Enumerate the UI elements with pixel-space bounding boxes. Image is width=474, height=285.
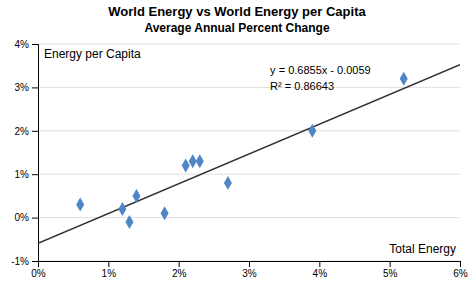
tick-label: 4% (313, 268, 328, 279)
tick-label: 5% (383, 268, 398, 279)
annotation: y = 0.6855x - 0.0059 (270, 64, 371, 76)
point (182, 159, 190, 173)
grid-line (38, 130, 460, 131)
trend-line (38, 65, 460, 244)
x-axis: 0% 1% 2% 3% 4% 5% 6% (31, 261, 468, 279)
tick-label: 0% (15, 212, 30, 223)
point (125, 215, 133, 229)
point (161, 206, 169, 220)
point (224, 176, 232, 190)
point (132, 189, 140, 203)
point (189, 154, 197, 168)
grid (38, 44, 460, 261)
point (76, 198, 84, 212)
grid-line (38, 44, 460, 45)
tick: 5% (383, 261, 398, 279)
y-axis: -1% 0% 1% 2% 3% 4% (11, 39, 38, 267)
tick-mark (179, 261, 180, 267)
tick: 3% (15, 82, 38, 93)
tick-label: 1% (15, 169, 30, 180)
tick-label: 2% (172, 268, 187, 279)
chart: World Energy vs World Energy per Capita A… (0, 0, 474, 285)
y-label: Energy per Capita (44, 47, 141, 61)
point (196, 154, 204, 168)
tick: 2% (172, 261, 187, 279)
grid-line (38, 217, 460, 218)
tick-mark (32, 87, 38, 88)
plot: 0%1%2%3%4%5%6%-1%0%1%2%3%4%Energy per Ca… (11, 39, 468, 279)
tick: 3% (242, 261, 257, 279)
tick: 4% (313, 261, 328, 279)
grid-line (38, 87, 460, 88)
tick: 6% (453, 261, 468, 279)
tick-mark (32, 261, 38, 262)
tick-label: 2% (15, 126, 30, 137)
x-label: Total Energy (389, 242, 456, 256)
tick-label: 4% (15, 39, 30, 50)
grid-line (38, 174, 460, 175)
annotation: R² = 0.86643 (270, 80, 334, 92)
tick-label: 3% (242, 268, 257, 279)
marks (38, 65, 460, 244)
tick-mark (249, 261, 250, 267)
tick-label: 6% (453, 268, 468, 279)
scatter-series (76, 72, 408, 229)
subtitle: Average Annual Percent Change (144, 21, 329, 35)
tick-label: 1% (102, 268, 117, 279)
point (400, 72, 408, 86)
axis-line (32, 45, 39, 262)
tick: 1% (102, 261, 117, 279)
tick-label: -1% (11, 256, 29, 267)
axis-line (39, 262, 461, 268)
tick: 2% (15, 126, 38, 137)
tick-mark (108, 261, 109, 267)
tick-mark (32, 218, 38, 219)
tick: -1% (11, 256, 38, 267)
tick-mark (319, 261, 320, 267)
tick: 0% (15, 212, 38, 223)
tick-mark (32, 131, 38, 132)
title: World Energy vs World Energy per Capita (108, 4, 366, 19)
tick-label: 3% (15, 82, 30, 93)
tick-mark (390, 261, 391, 267)
point (308, 124, 316, 138)
tick: 0% (31, 261, 46, 279)
tick-mark (460, 261, 461, 267)
tick-label: 0% (31, 268, 46, 279)
tick-mark (32, 44, 38, 45)
tick-mark (32, 174, 38, 175)
point (118, 202, 126, 216)
tick: 4% (15, 39, 38, 50)
labels: Energy per Capita Total Energy y = 0.6855x… (44, 47, 456, 256)
tick: 1% (15, 169, 38, 180)
